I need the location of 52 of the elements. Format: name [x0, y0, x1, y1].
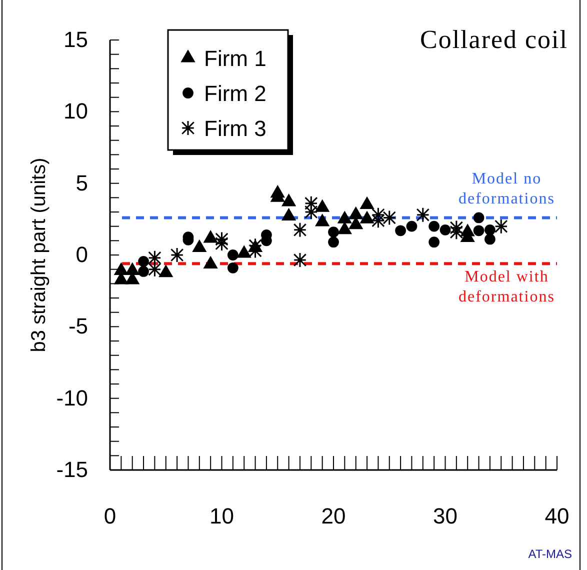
point: [148, 250, 162, 266]
point: [227, 250, 238, 260]
y-tick-label: 5: [76, 170, 88, 196]
point: [170, 247, 184, 263]
point: [395, 225, 406, 236]
point: [428, 236, 440, 248]
point: [494, 218, 508, 234]
x-tick-label: 10: [210, 504, 234, 529]
point: [148, 262, 162, 278]
point: [416, 207, 430, 223]
point: [372, 207, 385, 223]
y-tick-label: 0: [76, 242, 88, 268]
point: [215, 236, 228, 252]
point: [304, 204, 318, 220]
point: [484, 234, 496, 245]
x-tick-label: 30: [433, 504, 458, 529]
point: [328, 226, 339, 238]
point: [215, 231, 228, 248]
point: [138, 256, 149, 267]
point: [138, 266, 149, 277]
text: AT-MAS: [528, 547, 572, 561]
chart-title: Collared coil: [420, 25, 568, 54]
y-axis-title: b3 straight part (units): [28, 158, 50, 352]
point: [406, 220, 418, 232]
y-tick-label: 15: [64, 27, 88, 52]
point: [328, 236, 339, 248]
y-tick-label: 10: [64, 98, 88, 124]
x-tick-label: 0: [104, 504, 116, 529]
legend-label: Firm 2: [204, 81, 266, 106]
point: [428, 220, 440, 232]
point: [450, 220, 464, 236]
y-tick-label: -10: [56, 385, 88, 410]
y-tick-label: -5: [68, 314, 88, 339]
legend-label: Firm 1: [204, 46, 266, 71]
point: [440, 224, 451, 236]
point: [473, 212, 484, 224]
x-tick-label: 40: [544, 504, 570, 529]
point: [293, 252, 307, 268]
point: [473, 225, 484, 236]
ref-line-label: Model with deformations: [458, 268, 555, 306]
point: [248, 242, 262, 258]
legend-label: Firm 3: [204, 116, 266, 141]
y-tick-label: -15: [56, 457, 88, 482]
point: [382, 210, 396, 226]
point: [293, 222, 307, 238]
x-tick-label: 20: [321, 504, 346, 529]
point: [450, 224, 464, 240]
point: [304, 196, 318, 212]
point: [372, 212, 385, 228]
point: [484, 224, 496, 236]
point: [227, 262, 238, 274]
ref-line-label: Model no deformations: [458, 170, 555, 208]
